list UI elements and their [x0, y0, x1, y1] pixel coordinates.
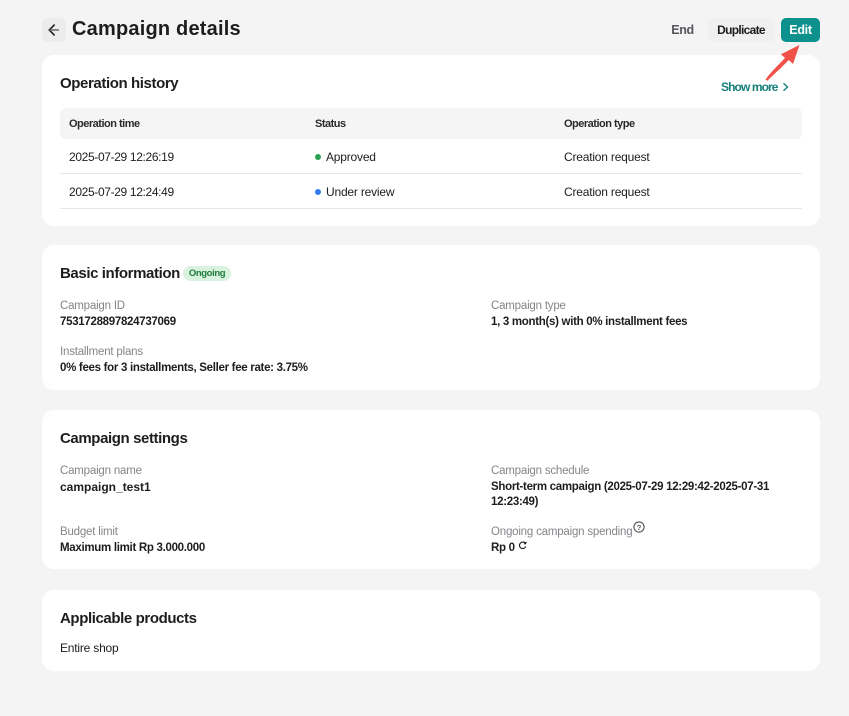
- svg-text:?: ?: [637, 523, 642, 532]
